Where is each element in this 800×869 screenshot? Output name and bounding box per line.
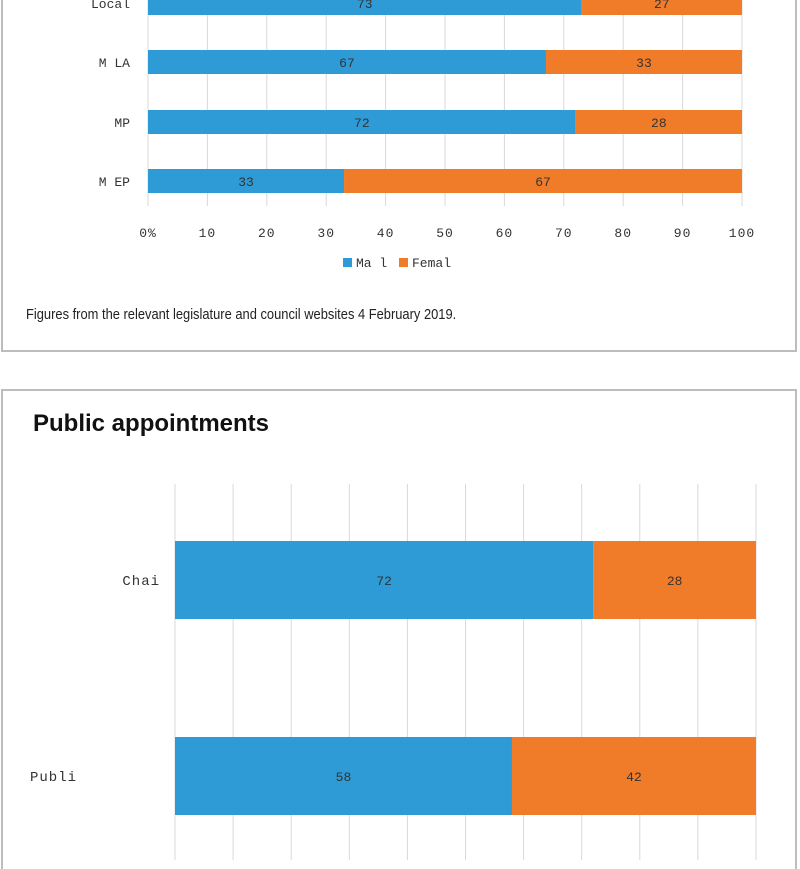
bar-segment [593,541,756,619]
legend-swatch-female [399,258,408,267]
category-label: Publi [30,770,77,786]
bar-segment [344,169,742,193]
bar-segment [148,110,576,134]
bar-segment [175,737,512,815]
data-label: 33 [238,175,254,190]
x-tick-label: 10 [199,226,217,241]
source-note: Figures from the relevant legislature an… [26,306,457,323]
data-label: 27 [654,0,670,12]
category-label: M LA [99,56,130,71]
data-label: 28 [667,574,683,589]
category-label: Local [91,0,130,12]
bar-segment [175,541,594,619]
category-label: Chai [122,574,160,590]
bar-segment [545,50,742,74]
bar-segment [575,110,742,134]
legend-label: Femal [412,256,451,271]
x-tick-label: 90 [674,226,692,241]
data-label: 73 [357,0,373,12]
chart-title: Public appointments [33,410,270,437]
data-label: 33 [636,56,652,71]
data-label: 72 [354,116,370,131]
x-tick-label: 100 [729,226,755,241]
chart-elected-gender: 73 27 Local 67 33 M LA 72 28 MP 33 67 M EP 0% 10 20 30 4… [91,0,755,271]
data-label: 42 [626,770,642,785]
bar-segment [148,169,345,193]
data-label: 72 [376,574,392,589]
category-label: MP [114,116,130,131]
data-label: 58 [336,770,352,785]
x-tick-label: 80 [614,226,632,241]
legend-label: Ma l [356,256,387,271]
bar-segment [581,0,742,15]
x-tick-label: 70 [555,226,573,241]
data-label: 67 [535,175,551,190]
x-tick-label: 60 [496,226,514,241]
category-label: M EP [99,175,130,190]
bar-segment [148,0,582,15]
legend-swatch-male [343,258,352,267]
x-tick-label: 0% [139,226,157,241]
data-label: 67 [339,56,355,71]
x-tick-label: 50 [436,226,454,241]
bar-segment [511,737,756,815]
bar-segment [148,50,546,74]
x-tick-label: 20 [258,226,276,241]
x-tick-label: 40 [377,226,395,241]
x-tick-label: 30 [317,226,335,241]
data-label: 28 [651,116,667,131]
